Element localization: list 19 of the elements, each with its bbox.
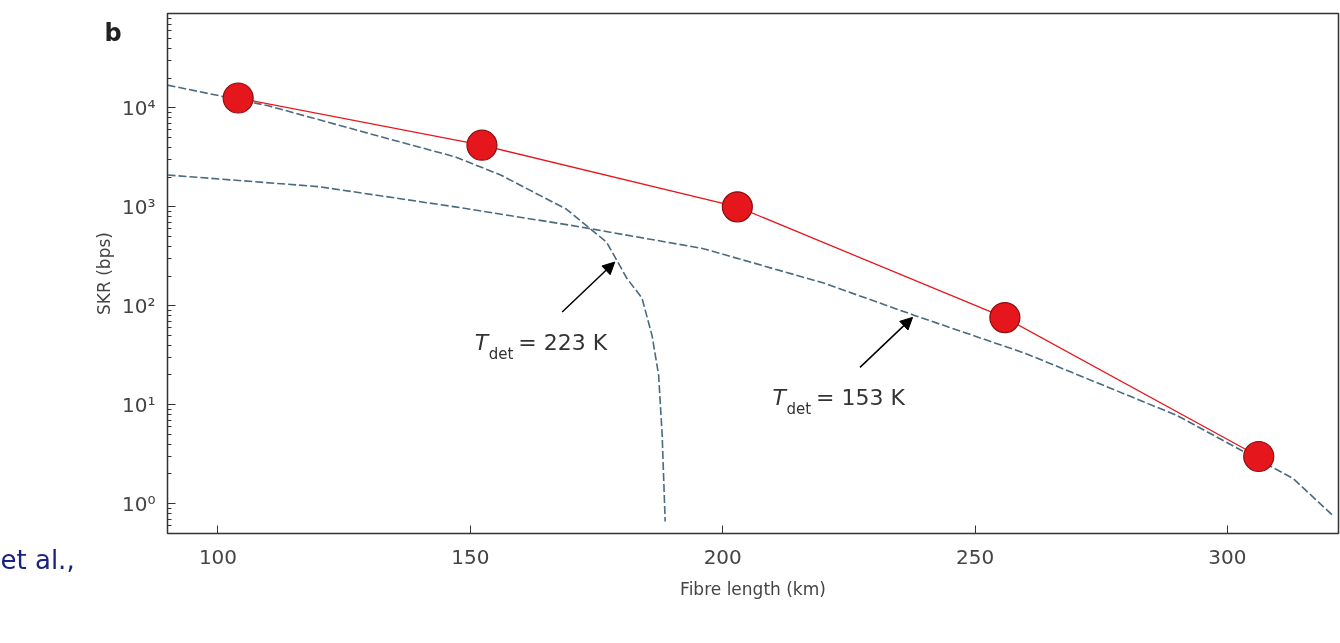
x-axis-title: Fibre length (km) xyxy=(680,578,826,599)
x-tick-label: 300 xyxy=(1208,544,1247,569)
x-tick-label: 150 xyxy=(451,544,490,569)
point xyxy=(222,82,254,114)
x-tick-label: 100 xyxy=(198,544,238,569)
x-tick-label: 200 xyxy=(703,544,742,569)
y-tick-label: 10⁰ xyxy=(122,491,156,516)
text: b xyxy=(104,18,122,47)
y-tick-label: 10⁴ xyxy=(122,95,156,120)
point xyxy=(721,191,753,223)
text: et al., xyxy=(0,544,75,575)
point xyxy=(1243,440,1275,473)
point xyxy=(466,129,498,161)
x-tick-label: 250 xyxy=(956,544,995,569)
y-tick-label: 10² xyxy=(122,293,156,318)
y-tick-label: 10¹ xyxy=(122,392,156,417)
y-axis-title: SKR (bps) xyxy=(94,232,115,315)
point xyxy=(989,302,1021,334)
y-tick-label: 10³ xyxy=(122,194,156,219)
